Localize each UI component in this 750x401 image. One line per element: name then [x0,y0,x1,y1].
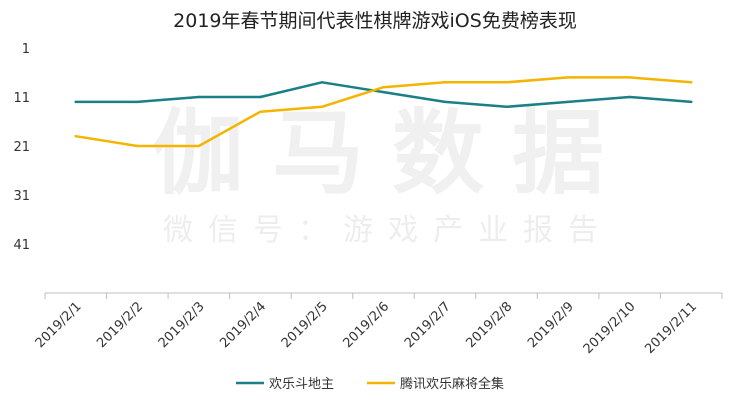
x-tick-label: 2019/2/8 [464,299,516,351]
y-tick-label: 31 [13,189,30,204]
data-point [566,100,570,104]
legend-label-1: 欢乐斗地主 [269,377,334,392]
data-point [628,76,631,79]
data-point [505,81,508,84]
y-tick-label: 1 [22,42,30,57]
data-point [382,86,385,89]
data-point [74,135,77,138]
x-tick-label: 2019/2/9 [525,299,577,351]
data-point [505,105,508,109]
data-point [443,81,447,84]
data-point [259,110,262,113]
data-point [197,95,201,99]
data-point [443,100,447,104]
x-tick-label: 2019/2/5 [279,299,331,351]
data-point [136,144,139,148]
x-tick-label: 2019/2/11 [642,299,700,357]
data-point [690,81,693,84]
x-tick-label: 2019/2/4 [217,299,269,351]
data-point [197,144,201,148]
x-tick-label: 2019/2/6 [340,299,392,351]
y-tick-label: 11 [13,91,30,106]
legend-label-2: 腾讯欢乐麻将全集 [400,376,504,392]
x-tick-label: 2019/2/7 [402,299,454,351]
data-point [382,90,385,94]
x-tick-label: 2019/2/2 [94,299,146,351]
watermark-sub: 微信号：游戏产业报告 [163,213,613,248]
x-tick-label: 2019/2/10 [581,299,639,357]
x-tick-label: 2019/2/1 [33,299,85,351]
y-tick-label: 21 [13,140,30,155]
data-point [74,100,77,104]
data-point [259,95,262,99]
y-tick-label: 41 [13,238,30,253]
data-point [320,81,324,84]
x-tick-label: 2019/2/3 [156,299,208,351]
watermark: 伽马数据 微信号：游戏产业报告 [152,100,632,248]
chart-title: 2019年春节期间代表性棋牌游戏iOS免费榜表现 [173,10,577,32]
data-point [628,95,631,99]
data-point [136,100,139,104]
legend: 欢乐斗地主 腾讯欢乐麻将全集 [236,376,504,392]
series-lines [74,76,693,148]
watermark-main: 伽马数据 [152,100,632,207]
data-point [320,105,324,109]
data-point [690,100,693,104]
data-point [566,76,570,79]
